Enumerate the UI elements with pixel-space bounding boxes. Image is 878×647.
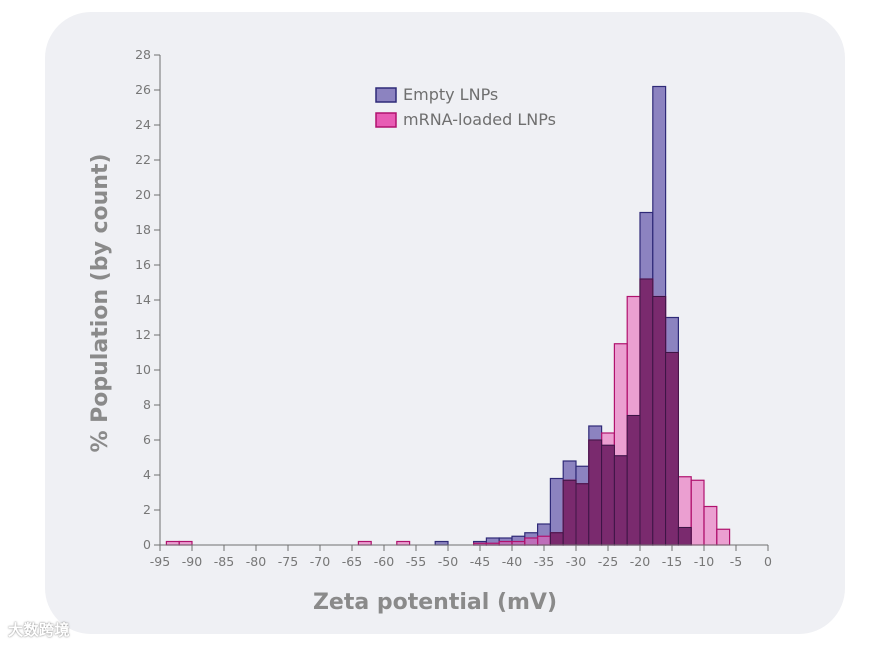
y-tick-label: 24: [135, 117, 151, 132]
overlap-bar: [601, 444, 615, 546]
y-tick-label: 4: [143, 467, 151, 482]
y-tick-label: 10: [135, 362, 151, 377]
x-tick-label: -5: [730, 554, 742, 569]
legend-label: Empty LNPs: [403, 85, 498, 104]
bar: [690, 479, 705, 546]
x-tick-label: -60: [374, 554, 394, 569]
bar: [511, 540, 526, 546]
legend-swatch: [375, 87, 397, 103]
x-axis-title: Zeta potential (mV): [313, 590, 557, 615]
bar: [357, 540, 372, 546]
x-tick-label: -30: [566, 554, 586, 569]
overlap-bar: [562, 479, 577, 546]
y-axis-title: % Population (by count): [88, 153, 113, 452]
bar: [396, 540, 411, 546]
bar: [165, 540, 180, 546]
y-tick-label: 16: [135, 257, 151, 272]
overlap-bar: [639, 278, 654, 546]
bar: [434, 540, 449, 546]
x-tick-label: -70: [310, 554, 330, 569]
x-tick-label: -10: [694, 554, 714, 569]
y-tick-label: 14: [135, 292, 151, 307]
x-tick-label: -95: [150, 554, 170, 569]
bar: [498, 540, 513, 546]
watermark: 大数跨境: [8, 621, 71, 639]
x-tick-label: -45: [470, 554, 490, 569]
bar: [536, 535, 551, 546]
overlap-bar: [665, 352, 679, 546]
y-tick-label: 20: [135, 187, 151, 202]
x-tick-label: -80: [246, 554, 266, 569]
x-tick-label: -85: [214, 554, 234, 569]
y-tick-label: 2: [143, 502, 151, 517]
overlap-bar: [575, 483, 590, 546]
x-tick-label: -25: [598, 554, 618, 569]
y-tick-label: 18: [135, 222, 151, 237]
y-tick-label: 8: [143, 397, 151, 412]
x-tick-label: -20: [630, 554, 650, 569]
x-tick-label: -55: [406, 554, 426, 569]
y-tick-label: 22: [135, 152, 151, 167]
legend-label: mRNA-loaded LNPs: [403, 110, 556, 129]
x-tick-label: -35: [534, 554, 554, 569]
y-tick-label: 26: [135, 82, 151, 97]
x-tick-label: -50: [438, 554, 458, 569]
bar: [524, 537, 539, 546]
legend: Empty LNPs mRNA-loaded LNPs: [375, 85, 556, 129]
overlap-bar: [613, 455, 628, 546]
x-tick-label: -90: [182, 554, 202, 569]
overlap-bar: [588, 439, 603, 546]
legend-swatch: [375, 112, 397, 128]
overlap-bar: [626, 415, 641, 546]
overlap-bar: [549, 532, 564, 546]
y-tick-label: 0: [143, 537, 151, 552]
overlap-bar: [677, 527, 692, 546]
y-tick-label: 12: [135, 327, 151, 342]
x-tick-label: 0: [764, 554, 772, 569]
x-tick-label: -75: [278, 554, 298, 569]
x-tick-label: -15: [662, 554, 682, 569]
x-tick-label: -40: [502, 554, 522, 569]
bar: [703, 505, 718, 546]
ticks-layer: -95 -90 -85 -80 -75 -70 -65 -60 -55 -50 -45 -40 -35-…: [135, 47, 772, 569]
y-tick-label: 6: [143, 432, 151, 447]
overlap-layer: [549, 278, 692, 546]
bar: [178, 540, 193, 546]
x-tick-label: -65: [342, 554, 362, 569]
y-tick-label: 28: [135, 47, 151, 62]
overlap-bar: [652, 296, 667, 546]
bar: [716, 528, 731, 546]
